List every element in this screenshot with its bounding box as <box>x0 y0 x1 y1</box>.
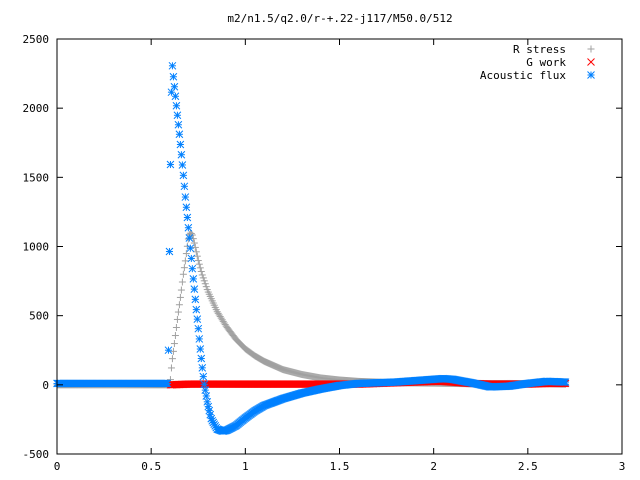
plot-frame <box>56 38 623 455</box>
data-point <box>178 161 187 169</box>
data-point <box>171 332 179 340</box>
y-tick-label: -500 <box>23 448 50 461</box>
data-point <box>190 239 198 247</box>
data-point <box>201 280 209 288</box>
data-point <box>168 355 176 363</box>
data-point <box>180 264 188 272</box>
data-point <box>198 363 207 372</box>
x-tick-label: 2.5 <box>518 460 538 473</box>
y-tick-label: 1500 <box>23 171 50 184</box>
data-point <box>202 283 210 291</box>
data-point <box>179 171 188 180</box>
data-point <box>165 247 174 256</box>
legend-marker <box>587 45 595 53</box>
data-point <box>200 277 208 285</box>
data-point <box>192 305 201 314</box>
x-tick-label: 3 <box>619 460 626 473</box>
legend-label: R stress <box>513 43 566 56</box>
data-point <box>191 295 200 304</box>
plot-area <box>53 61 570 435</box>
y-tick-label: 500 <box>29 310 49 323</box>
data-point <box>203 397 212 406</box>
data-point <box>170 82 179 91</box>
data-point <box>182 203 191 212</box>
data-point <box>199 372 208 381</box>
data-point <box>195 335 204 343</box>
data-point <box>178 278 186 286</box>
data-point <box>184 223 193 232</box>
data-point <box>169 72 178 81</box>
data-point <box>174 308 182 316</box>
data-point <box>190 285 199 293</box>
data-point <box>164 346 173 355</box>
data-point <box>167 364 175 372</box>
legend-marker <box>587 58 595 66</box>
data-point <box>177 286 185 294</box>
data-point <box>202 392 211 400</box>
x-tick-label: 2 <box>430 460 437 473</box>
data-point <box>189 235 197 243</box>
data-point <box>191 243 199 251</box>
data-point <box>193 315 202 323</box>
x-tick-label: 1 <box>242 460 249 473</box>
data-point <box>185 234 194 242</box>
data-point <box>169 347 177 355</box>
data-point <box>194 324 203 333</box>
data-point <box>194 257 202 265</box>
legend-marker <box>587 71 595 79</box>
data-point <box>197 354 206 363</box>
data-point <box>199 274 207 282</box>
data-point <box>196 264 204 272</box>
data-point <box>163 379 172 388</box>
data-point <box>196 345 205 353</box>
series-3 <box>53 61 570 435</box>
data-point <box>166 160 175 169</box>
axes: 0 0.5 1 1.5 2 2.5 3 -500 0 500 1000 1500 2000 2500 <box>23 33 626 473</box>
data-point <box>174 120 183 129</box>
data-point <box>173 111 182 120</box>
data-point <box>197 268 205 276</box>
data-point <box>171 92 180 101</box>
x-tick-label: 0.5 <box>141 460 161 473</box>
data-point <box>179 270 187 278</box>
data-point <box>181 193 190 201</box>
chart-title: m2/n1.5/q2.0/r-+.22-j117/M50.0/512 <box>227 12 452 25</box>
data-point <box>177 150 186 159</box>
data-point <box>180 182 189 191</box>
y-tick-label: 0 <box>42 379 49 392</box>
data-point <box>175 130 184 139</box>
data-point <box>187 254 196 263</box>
x-tick-label: 1.5 <box>330 460 350 473</box>
y-tick-label: 1000 <box>23 241 50 254</box>
data-point <box>193 252 201 260</box>
y-tick-label: 2500 <box>23 33 50 46</box>
data-point <box>192 248 200 256</box>
data-point <box>181 257 189 265</box>
data-point <box>168 61 177 70</box>
data-point <box>198 271 206 279</box>
data-point <box>561 378 570 386</box>
data-point <box>188 264 197 273</box>
data-point <box>172 101 181 110</box>
y-tick-label: 2000 <box>23 102 50 115</box>
data-point <box>183 213 192 222</box>
data-point <box>195 260 203 268</box>
data-point <box>182 250 190 258</box>
data-point <box>173 315 181 323</box>
data-point <box>170 340 178 348</box>
x-tick-label: 0 <box>54 460 61 473</box>
series-1 <box>53 229 569 389</box>
legend-label: Acoustic flux <box>480 69 566 82</box>
data-point <box>172 323 180 331</box>
data-point <box>175 301 183 309</box>
data-point <box>189 275 198 283</box>
data-point <box>176 293 184 301</box>
data-point <box>186 244 195 253</box>
legend-label: G work <box>526 56 566 69</box>
data-point <box>176 140 185 149</box>
